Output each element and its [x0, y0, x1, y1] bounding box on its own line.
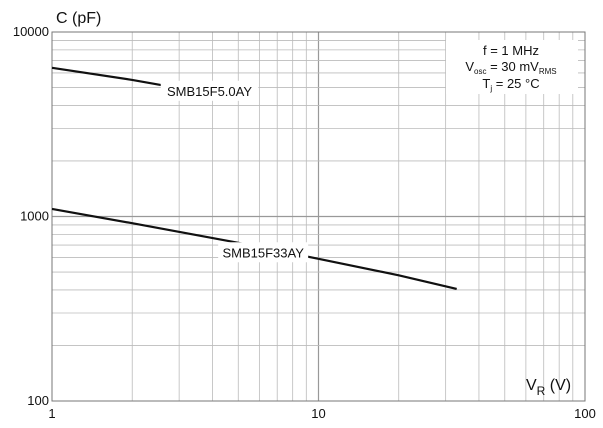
- condition-frequency: f = 1 MHz: [483, 43, 539, 58]
- y-axis-label: C (pF): [56, 10, 101, 27]
- x-tick-label: 10: [311, 406, 325, 421]
- y-tick-label: 10000: [13, 24, 49, 39]
- tick-labels: 1 10 100 100 1000 10000: [13, 24, 596, 421]
- conditions-bg: [446, 40, 578, 94]
- y-tick-label: 100: [27, 393, 49, 408]
- series-label-2: SMB15F33AY: [222, 245, 304, 260]
- x-tick-label: 1: [48, 406, 55, 421]
- plot-frame: [51, 31, 586, 402]
- test-conditions-box: f = 1 MHz Vosc = 30 mVRMS Tj = 25 °C: [446, 40, 578, 94]
- series-label-1: SMB15F5.0AY: [167, 84, 252, 99]
- x-axis-label: VR (V): [526, 377, 571, 398]
- x-tick-label: 100: [574, 406, 596, 421]
- y-tick-label: 1000: [20, 209, 49, 224]
- condition-temperature: Tj = 25 °C: [482, 76, 539, 93]
- series-label-bg: [218, 242, 309, 263]
- series-label-bg: [160, 80, 259, 101]
- series-labels: SMB15F5.0AY SMB15F33AY: [160, 80, 309, 263]
- condition-voltage: Vosc = 30 mVRMS: [465, 59, 556, 76]
